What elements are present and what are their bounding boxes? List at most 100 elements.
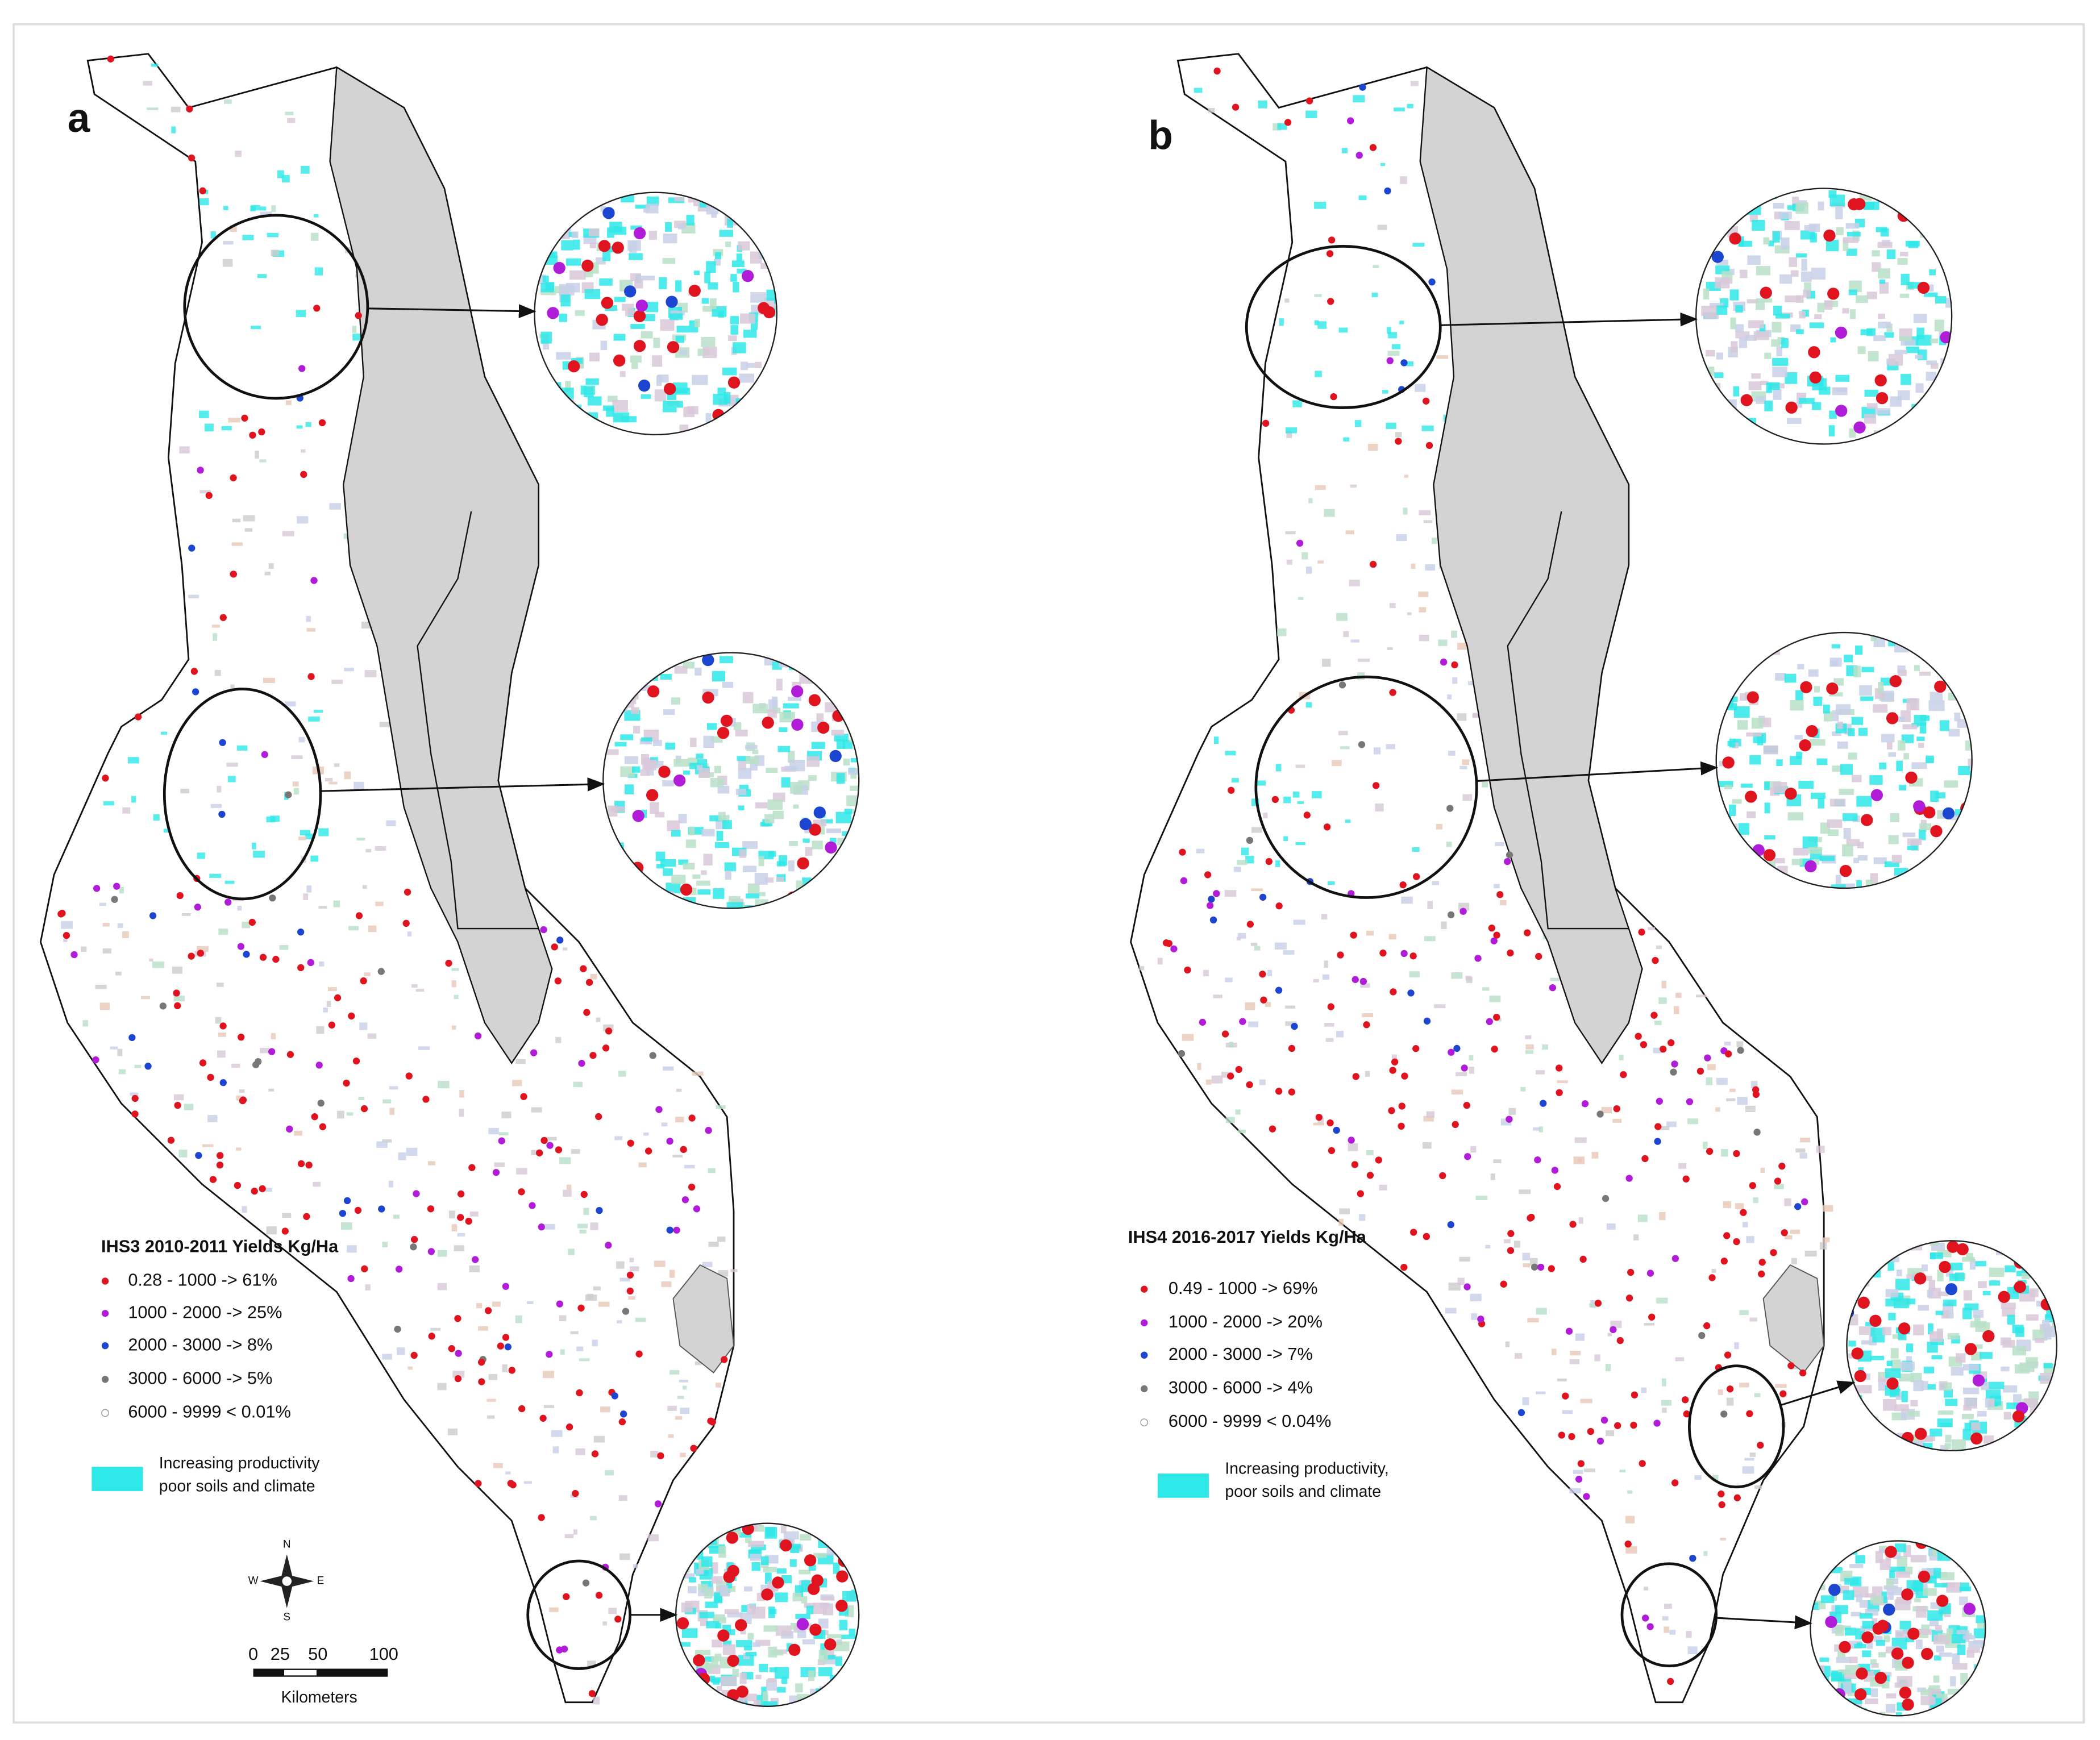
zoom-cover bbox=[718, 1546, 726, 1558]
zoom-cover bbox=[696, 765, 703, 771]
land-cover bbox=[313, 1181, 321, 1187]
zoom-cover bbox=[686, 215, 695, 226]
land-cover bbox=[1343, 437, 1350, 442]
zoom-cover bbox=[1833, 387, 1848, 392]
land-cover bbox=[708, 1168, 716, 1173]
survey-point bbox=[1654, 1138, 1661, 1145]
zoom-cover bbox=[801, 1596, 808, 1604]
zoom-point bbox=[633, 340, 646, 352]
survey-point bbox=[149, 912, 157, 919]
zoom-cover bbox=[725, 871, 731, 880]
survey-point bbox=[1507, 1230, 1515, 1237]
zoom-cover bbox=[655, 851, 666, 861]
land-cover bbox=[515, 1059, 526, 1064]
land-cover bbox=[277, 170, 284, 178]
survey-point bbox=[1184, 966, 1191, 974]
land-cover bbox=[592, 1339, 598, 1347]
land-cover bbox=[1418, 591, 1429, 597]
zoom-cover bbox=[1900, 1362, 1915, 1371]
land-cover bbox=[358, 1097, 365, 1101]
survey-point bbox=[63, 932, 70, 939]
land-cover bbox=[1315, 485, 1326, 490]
zoom-cover bbox=[657, 374, 669, 383]
land-cover bbox=[1804, 1250, 1817, 1257]
zoom-cover bbox=[1930, 1252, 1943, 1259]
survey-point bbox=[334, 994, 342, 1002]
zoom-cover bbox=[1886, 1587, 1902, 1596]
zoom-cover bbox=[802, 1639, 815, 1645]
zoom-cover bbox=[1910, 1555, 1927, 1563]
zoom-cover bbox=[1916, 736, 1925, 741]
zoom-cover bbox=[1927, 1342, 1938, 1353]
land-cover bbox=[235, 151, 242, 157]
zoom-point bbox=[825, 841, 837, 854]
land-cover bbox=[1317, 1117, 1324, 1124]
zoom-point bbox=[666, 295, 678, 308]
land-cover bbox=[617, 1320, 622, 1323]
zoom-cover bbox=[695, 1650, 710, 1655]
zoom-cover bbox=[1749, 755, 1761, 765]
zoom-cover bbox=[737, 268, 747, 274]
compass-letter: E bbox=[317, 1575, 325, 1587]
land-cover bbox=[1569, 1488, 1581, 1494]
land-cover bbox=[1388, 332, 1397, 339]
zoom-cover bbox=[1792, 197, 1799, 208]
land-cover bbox=[1353, 95, 1365, 103]
zoom-cover bbox=[641, 394, 651, 399]
zoom-point bbox=[736, 1685, 748, 1698]
land-cover bbox=[1362, 1013, 1374, 1018]
zoom-cover bbox=[1905, 1635, 1914, 1643]
zoom-cover bbox=[589, 242, 596, 248]
zoom-cover bbox=[1948, 729, 1960, 737]
zoom-cover bbox=[1871, 1688, 1878, 1697]
zoom-cover bbox=[712, 1639, 723, 1648]
land-cover bbox=[680, 1452, 686, 1458]
zoom-cover bbox=[1809, 322, 1824, 328]
zoom-cover bbox=[1895, 1392, 1903, 1400]
zoom-cover bbox=[751, 1562, 761, 1571]
zoom-cover bbox=[744, 1586, 752, 1592]
survey-point bbox=[1565, 1327, 1573, 1335]
zoom-cover bbox=[571, 231, 579, 238]
land-cover bbox=[230, 684, 235, 690]
zoom-cover bbox=[1840, 764, 1853, 775]
land-cover bbox=[1423, 520, 1433, 523]
land-cover bbox=[1662, 1616, 1669, 1621]
zoom-cover bbox=[1898, 1373, 1915, 1381]
survey-point bbox=[1753, 1129, 1761, 1136]
land-cover bbox=[1438, 639, 1448, 646]
zoom-cover bbox=[1865, 1322, 1873, 1326]
zoom-cover bbox=[1751, 718, 1764, 729]
zoom-point bbox=[1828, 1584, 1841, 1596]
zoom-cover bbox=[1849, 280, 1862, 293]
zoom-cover bbox=[1900, 252, 1908, 257]
survey-point bbox=[111, 896, 118, 903]
zoom-cover bbox=[690, 738, 697, 747]
survey-point bbox=[454, 1375, 462, 1383]
land-cover bbox=[1424, 936, 1436, 942]
land-cover bbox=[210, 804, 222, 808]
survey-point bbox=[577, 1304, 585, 1312]
land-cover bbox=[1399, 320, 1404, 324]
land-cover bbox=[604, 1470, 614, 1476]
zoom-cover bbox=[1923, 1367, 1935, 1373]
land-cover bbox=[1606, 1430, 1615, 1437]
land-cover bbox=[1235, 1109, 1241, 1115]
zoom-cover bbox=[1828, 425, 1835, 437]
survey-point bbox=[261, 751, 268, 758]
zoom-cover bbox=[714, 842, 730, 848]
survey-point bbox=[57, 910, 65, 918]
legend-swatch bbox=[101, 1342, 109, 1350]
zoom-cover bbox=[1846, 248, 1857, 256]
zoom-point bbox=[1889, 675, 1902, 688]
survey-point bbox=[174, 1101, 181, 1109]
zoom-cover bbox=[740, 1630, 746, 1635]
land-cover bbox=[1455, 1072, 1467, 1076]
survey-point bbox=[1369, 144, 1377, 151]
survey-point bbox=[209, 1176, 217, 1183]
land-cover bbox=[679, 1379, 688, 1383]
zoom-cover bbox=[1876, 1639, 1885, 1646]
zoom-cover bbox=[761, 1687, 767, 1696]
survey-point bbox=[1423, 1233, 1431, 1241]
land-cover bbox=[1411, 563, 1416, 569]
